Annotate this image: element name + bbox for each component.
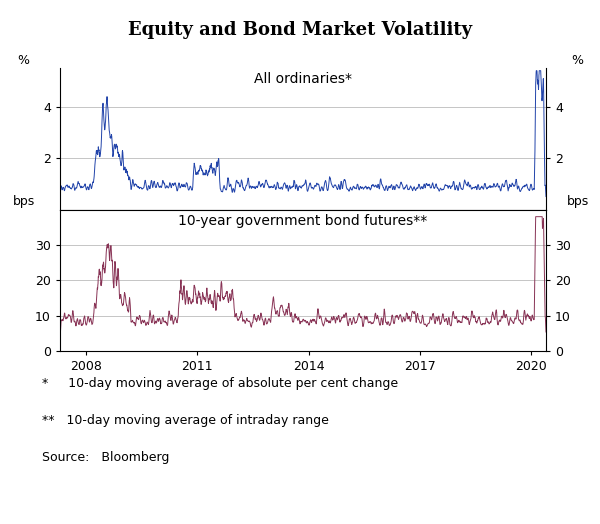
Text: 10-year government bond futures**: 10-year government bond futures**: [178, 214, 428, 228]
Text: All ordinaries*: All ordinaries*: [254, 72, 352, 86]
Text: Equity and Bond Market Volatility: Equity and Bond Market Volatility: [128, 21, 472, 39]
Text: Source:   Bloomberg: Source: Bloomberg: [42, 451, 169, 464]
Text: %: %: [572, 53, 584, 67]
Text: **   10-day moving average of intraday range: ** 10-day moving average of intraday ran…: [42, 414, 329, 427]
Text: bps: bps: [13, 195, 35, 208]
Text: %: %: [17, 53, 29, 67]
Text: *     10-day moving average of absolute per cent change: * 10-day moving average of absolute per …: [42, 377, 398, 390]
Text: bps: bps: [566, 195, 589, 208]
